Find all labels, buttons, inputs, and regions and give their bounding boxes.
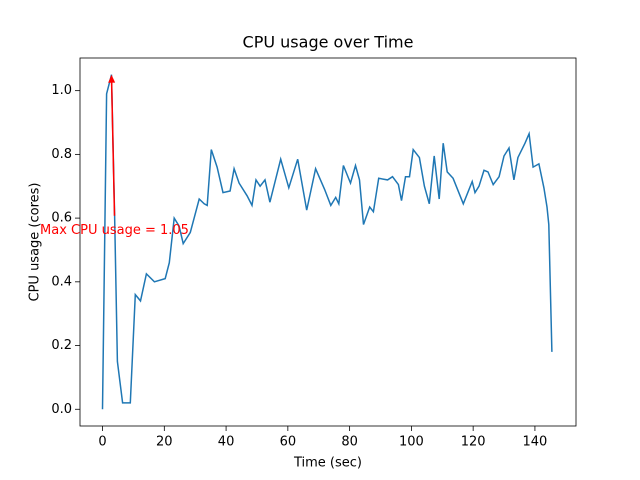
x-tick-label: 40: [218, 435, 235, 450]
y-tick-label: 0.8: [51, 147, 72, 162]
chart-title: CPU usage over Time: [243, 33, 414, 52]
y-tick-label: 0.6: [51, 211, 72, 226]
x-tick-label: 80: [341, 435, 358, 450]
y-tick-label: 0.4: [51, 274, 72, 289]
plot-frame: [79, 57, 577, 427]
y-tick-label: 0.0: [51, 402, 72, 417]
y-tick-label: 0.2: [51, 338, 72, 353]
data-line: [101, 74, 553, 410]
y-axis-label: CPU usage (cores): [28, 183, 43, 302]
x-tick-label: 140: [523, 435, 548, 450]
x-tick-label: 0: [98, 435, 106, 450]
x-tick-label: 20: [156, 435, 173, 450]
x-axis-label: Time (sec): [293, 456, 362, 471]
x-tick-label: 120: [461, 435, 486, 450]
annotation-arrow: [110, 76, 116, 216]
x-tick-label: 60: [280, 435, 297, 450]
x-tick-label: 100: [399, 435, 424, 450]
annotation-text: Max CPU usage = 1.05: [40, 223, 189, 238]
annotation-arrowhead: [108, 74, 116, 83]
y-tick-label: 1.0: [51, 83, 72, 98]
